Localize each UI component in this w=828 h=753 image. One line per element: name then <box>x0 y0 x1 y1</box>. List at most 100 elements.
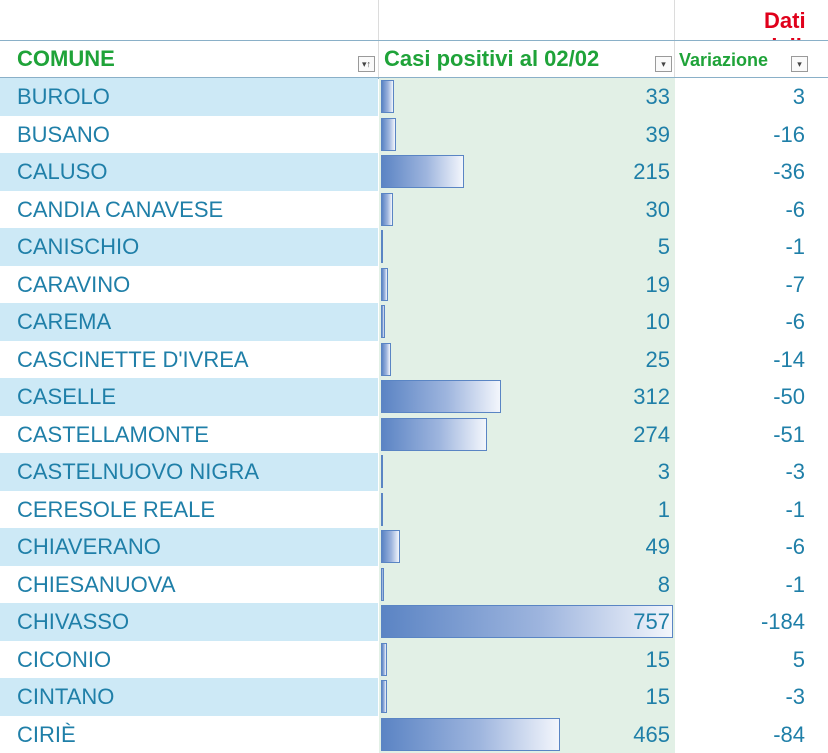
cases-value: 49 <box>646 528 670 565</box>
data-bar <box>381 643 387 676</box>
comune-cell[interactable]: CHIVASSO <box>0 603 378 641</box>
cases-cell[interactable]: 757 <box>379 603 675 641</box>
table-row: CIRIÈ 465-84 <box>0 716 828 753</box>
table-row: CALUSO 215-36 <box>0 153 828 191</box>
cases-value: 39 <box>646 116 670 153</box>
variation-cell[interactable]: -3 <box>675 453 828 491</box>
data-bar <box>381 305 385 338</box>
comune-cell[interactable]: CHIESANUOVA <box>0 566 378 604</box>
data-bar <box>381 530 400 563</box>
comune-cell[interactable]: CERESOLE REALE <box>0 491 378 529</box>
title-cell-region[interactable]: Dati della Regione <box>379 0 675 40</box>
variation-cell[interactable]: -1 <box>675 491 828 529</box>
data-bar <box>381 418 487 451</box>
cases-cell[interactable]: 25 <box>379 341 675 379</box>
variation-cell[interactable]: -36 <box>675 153 828 191</box>
data-bar <box>381 155 464 188</box>
cases-value: 19 <box>646 266 670 303</box>
cases-cell[interactable]: 1 <box>379 491 675 529</box>
comune-cell[interactable]: BUSANO <box>0 116 378 154</box>
cases-value: 312 <box>633 378 670 415</box>
table-row: BUSANO 39-16 <box>0 116 828 154</box>
cases-cell[interactable]: 5 <box>379 228 675 266</box>
comune-cell[interactable]: BUROLO <box>0 78 378 116</box>
variation-cell[interactable]: -6 <box>675 191 828 229</box>
cases-value: 15 <box>646 641 670 678</box>
variation-cell[interactable]: -6 <box>675 528 828 566</box>
cases-value: 465 <box>633 716 670 753</box>
header-comune[interactable]: COMUNE ▾↑ <box>0 41 379 77</box>
variation-cell[interactable]: -16 <box>675 116 828 154</box>
cases-cell[interactable]: 465 <box>379 716 675 753</box>
comune-cell[interactable]: CASTELNUOVO NIGRA <box>0 453 378 491</box>
cases-cell[interactable]: 33 <box>379 78 675 116</box>
header-row: COMUNE ▾↑ Casi positivi al 02/02 ▾ Varia… <box>0 40 828 79</box>
dropdown-filter-icon[interactable]: ▾ <box>791 56 808 72</box>
variation-cell[interactable]: -7 <box>675 266 828 304</box>
variation-cell[interactable]: -14 <box>675 341 828 379</box>
header-cases[interactable]: Casi positivi al 02/02 ▾ <box>379 41 675 77</box>
variation-cell[interactable]: 5 <box>675 641 828 679</box>
cases-value: 15 <box>646 678 670 715</box>
variation-cell[interactable]: -3 <box>675 678 828 716</box>
comune-cell[interactable]: CAREMA <box>0 303 378 341</box>
data-bar <box>381 268 388 301</box>
variation-cell[interactable]: -50 <box>675 378 828 416</box>
comune-cell[interactable]: CANDIA CANAVESE <box>0 191 378 229</box>
comune-cell[interactable]: CASCINETTE D'IVREA <box>0 341 378 379</box>
variation-cell[interactable]: -84 <box>675 716 828 753</box>
cases-cell[interactable]: 19 <box>379 266 675 304</box>
title-cell-empty-right[interactable] <box>675 0 828 40</box>
cases-value: 274 <box>633 416 670 453</box>
cases-value: 10 <box>646 303 670 340</box>
comune-cell[interactable]: CARAVINO <box>0 266 378 304</box>
header-comune-label: COMUNE <box>17 46 115 72</box>
data-bar <box>381 230 383 263</box>
cases-value: 1 <box>658 491 670 528</box>
cases-cell[interactable]: 49 <box>379 528 675 566</box>
variation-cell[interactable]: -51 <box>675 416 828 454</box>
cases-cell[interactable]: 215 <box>379 153 675 191</box>
comune-cell[interactable]: CANISCHIO <box>0 228 378 266</box>
comune-cell[interactable]: CINTANO <box>0 678 378 716</box>
cases-cell[interactable]: 10 <box>379 303 675 341</box>
comune-cell[interactable]: CHIAVERANO <box>0 528 378 566</box>
variation-cell[interactable]: -6 <box>675 303 828 341</box>
cases-value: 5 <box>658 228 670 265</box>
comune-cell[interactable]: CICONIO <box>0 641 378 679</box>
comune-cell[interactable]: CALUSO <box>0 153 378 191</box>
table-row: CANISCHIO 5-1 <box>0 228 828 266</box>
sort-filter-icon[interactable]: ▾↑ <box>358 56 375 72</box>
data-bar <box>381 455 383 488</box>
cases-value: 33 <box>646 78 670 115</box>
variation-cell[interactable]: -184 <box>675 603 828 641</box>
comune-cell[interactable]: CASELLE <box>0 378 378 416</box>
table-row: CASTELLAMONTE 274-51 <box>0 416 828 454</box>
title-cell-empty[interactable] <box>0 0 379 40</box>
variation-cell[interactable]: 3 <box>675 78 828 116</box>
variation-cell[interactable]: -1 <box>675 566 828 604</box>
variation-cell[interactable]: -1 <box>675 228 828 266</box>
cases-cell[interactable]: 30 <box>379 191 675 229</box>
cases-cell[interactable]: 15 <box>379 641 675 679</box>
cases-cell[interactable]: 15 <box>379 678 675 716</box>
data-bar <box>381 80 394 113</box>
cases-cell[interactable]: 312 <box>379 378 675 416</box>
cases-cell[interactable]: 39 <box>379 116 675 154</box>
data-bar <box>381 193 393 226</box>
cases-cell[interactable]: 3 <box>379 453 675 491</box>
comune-cell[interactable]: CIRIÈ <box>0 716 378 753</box>
comune-cell[interactable]: CASTELLAMONTE <box>0 416 378 454</box>
cases-value: 215 <box>633 153 670 190</box>
dropdown-filter-icon[interactable]: ▾ <box>655 56 672 72</box>
cases-cell[interactable]: 274 <box>379 416 675 454</box>
header-variation[interactable]: Variazione ▾ <box>675 41 828 77</box>
table-row: CAREMA 10-6 <box>0 303 828 341</box>
cases-cell[interactable]: 8 <box>379 566 675 604</box>
